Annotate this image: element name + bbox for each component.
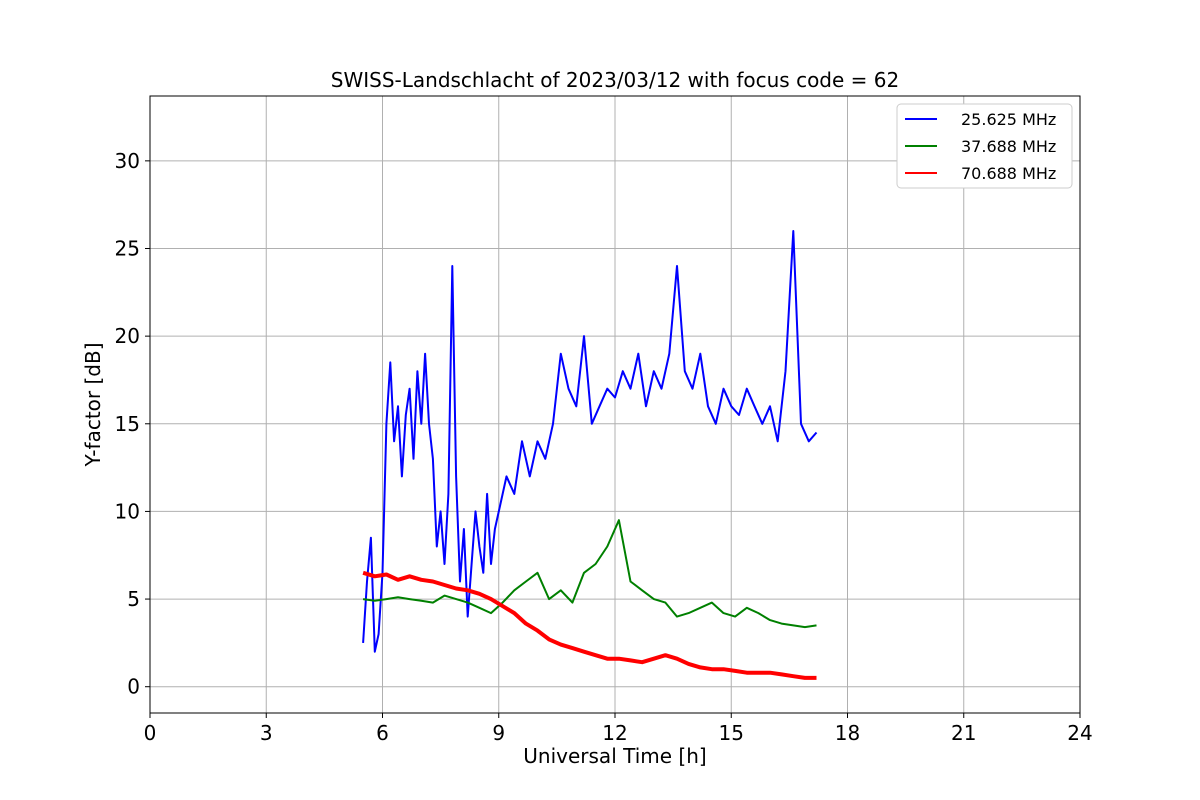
legend-label-37688: 37.688 MHz	[961, 137, 1056, 156]
y-axis-label: Y-factor [dB]	[81, 342, 105, 467]
x-tick-label: 3	[260, 721, 273, 745]
y-tick-label: 0	[127, 675, 140, 699]
x-tick-label: 0	[144, 721, 157, 745]
y-tick-label: 5	[127, 587, 140, 611]
grid-layer	[149, 96, 1081, 713]
x-tick-label: 15	[719, 721, 744, 745]
y-tick-label: 30	[115, 149, 140, 173]
y-tick-label: 10	[115, 499, 140, 523]
x-tick-label: 24	[1067, 721, 1092, 745]
chart-title: SWISS-Landschlacht of 2023/03/12 with fo…	[331, 68, 899, 92]
x-tick-label: 12	[602, 721, 627, 745]
tick-layer: 0 3 6 9 12 15 18 21 24 0 5 10 15 20 25 30	[115, 149, 1093, 745]
x-axis-label: Universal Time [h]	[523, 744, 706, 768]
series-layer	[362, 230, 818, 680]
y-tick-label: 20	[115, 324, 140, 348]
x-tick-label: 18	[835, 721, 860, 745]
x-tick-label: 21	[951, 721, 976, 745]
series-line-25625	[362, 230, 818, 653]
x-tick-label: 6	[376, 721, 389, 745]
y-tick-label: 15	[115, 412, 140, 436]
series-line-37688	[362, 519, 817, 629]
legend-label-70688: 70.688 MHz	[961, 164, 1056, 183]
series-line-70688	[362, 570, 817, 680]
legend-box	[896, 103, 1073, 189]
y-tick-label: 25	[115, 236, 140, 260]
legend-label-25625: 25.625 MHz	[961, 110, 1056, 129]
x-tick-label: 9	[492, 721, 505, 745]
legend: 25.625 MHz 37.688 MHz 70.688 MHz	[896, 103, 1073, 189]
